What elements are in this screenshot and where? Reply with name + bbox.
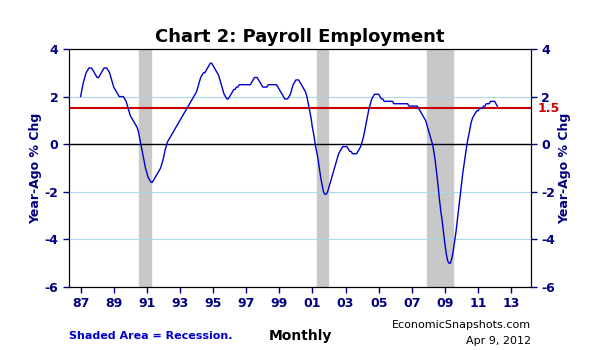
Text: Apr 9, 2012: Apr 9, 2012 [466, 336, 531, 346]
Text: EconomicSnapshots.com: EconomicSnapshots.com [392, 321, 531, 330]
Text: Monthly: Monthly [268, 329, 332, 343]
Bar [317, 49, 328, 287]
Text: Shaded Area = Recession.: Shaded Area = Recession. [69, 331, 233, 341]
Text: 1.5: 1.5 [538, 102, 560, 115]
Bar [139, 49, 151, 287]
Y-axis label: Year-Ago % Chg: Year-Ago % Chg [558, 112, 571, 224]
Y-axis label: Year-Ago % Chg: Year-Ago % Chg [29, 112, 42, 224]
Title: Chart 2: Payroll Employment: Chart 2: Payroll Employment [155, 28, 445, 46]
Bar [427, 49, 453, 287]
